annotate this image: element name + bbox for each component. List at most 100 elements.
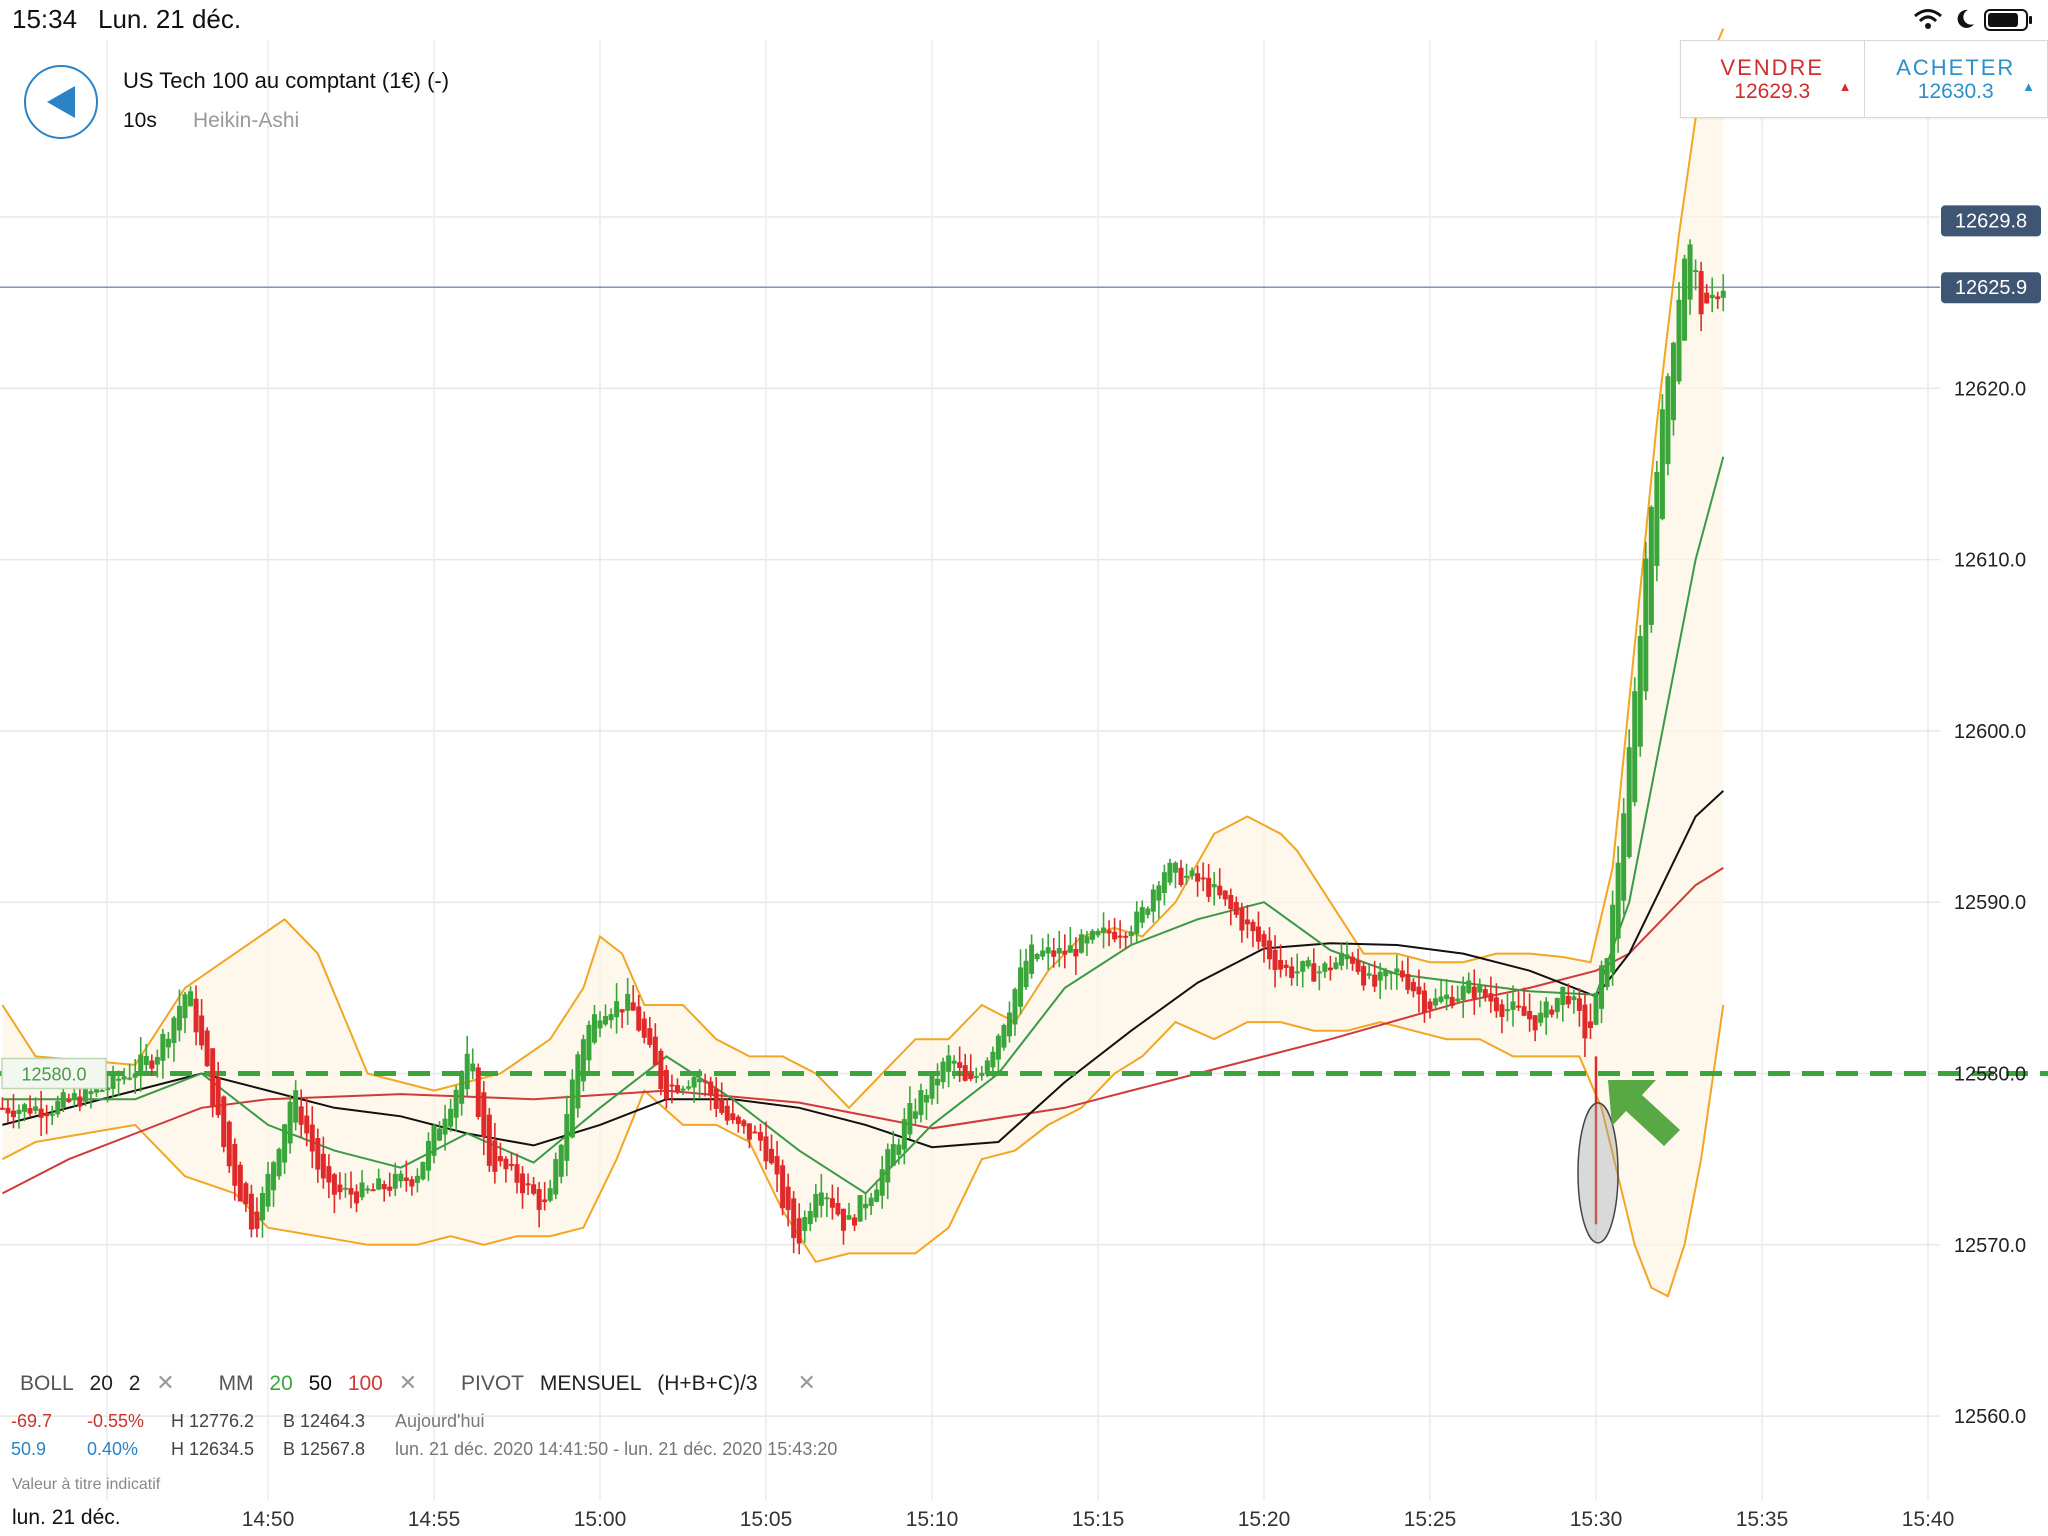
candle-body[interactable] (1709, 294, 1715, 299)
candle-body[interactable] (475, 1067, 481, 1117)
candle-body[interactable] (658, 1050, 664, 1090)
candle-body[interactable] (232, 1144, 238, 1186)
candle-body[interactable] (221, 1096, 227, 1148)
candle-body[interactable] (1222, 890, 1228, 900)
candle-body[interactable] (1344, 954, 1350, 960)
candle-body[interactable] (1670, 342, 1676, 421)
candle-body[interactable] (1272, 949, 1278, 971)
candle-body[interactable] (1283, 964, 1289, 968)
candle-body[interactable] (1621, 813, 1627, 901)
pivot-close-icon[interactable]: ✕ (797, 1370, 816, 1395)
candle-body[interactable] (243, 1183, 249, 1205)
candle-body[interactable] (1294, 971, 1300, 974)
candle-body[interactable] (497, 1156, 503, 1162)
candle-body[interactable] (580, 1039, 586, 1082)
candle-body[interactable] (1134, 911, 1140, 934)
candle-body[interactable] (1571, 996, 1577, 1001)
candle-body[interactable] (99, 1090, 105, 1093)
candle-body[interactable] (531, 1184, 537, 1194)
candle-body[interactable] (1427, 1001, 1433, 1010)
candle-body[interactable] (298, 1106, 304, 1125)
candle-body[interactable] (929, 1072, 935, 1099)
candle-body[interactable] (763, 1136, 769, 1162)
candle-body[interactable] (304, 1115, 310, 1134)
candle-body[interactable] (630, 1002, 636, 1011)
candle-body[interactable] (1322, 963, 1328, 972)
candle-body[interactable] (1394, 968, 1400, 973)
candle-body[interactable] (121, 1076, 127, 1080)
candle-body[interactable] (420, 1162, 426, 1180)
candle-body[interactable] (968, 1072, 974, 1080)
candle-body[interactable] (331, 1174, 337, 1195)
candle-body[interactable] (1488, 993, 1494, 1002)
candle-body[interactable] (796, 1218, 802, 1244)
candle-body[interactable] (713, 1088, 719, 1109)
candle-body[interactable] (1184, 875, 1190, 878)
candle-body[interactable] (1687, 244, 1693, 300)
candle-body[interactable] (1538, 1012, 1544, 1023)
candle-body[interactable] (437, 1128, 443, 1141)
candle-body[interactable] (802, 1217, 808, 1231)
candle-body[interactable] (1189, 870, 1195, 877)
candle-body[interactable] (1250, 921, 1256, 932)
candle-body[interactable] (951, 1060, 957, 1064)
candle-body[interactable] (1659, 409, 1665, 519)
candle-body[interactable] (1421, 990, 1427, 1013)
candle-body[interactable] (719, 1098, 725, 1113)
candle-body[interactable] (1073, 949, 1079, 957)
candle-body[interactable] (691, 1076, 697, 1088)
candle-body[interactable] (1471, 986, 1477, 999)
candle-body[interactable] (342, 1187, 348, 1190)
candle-body[interactable] (542, 1199, 548, 1203)
candle-body[interactable] (193, 998, 199, 1033)
candle-body[interactable] (674, 1085, 680, 1093)
candle-body[interactable] (641, 1018, 647, 1038)
candle-body[interactable] (807, 1211, 813, 1225)
candle-body[interactable] (315, 1138, 321, 1170)
candle-body[interactable] (569, 1079, 575, 1138)
candle-body[interactable] (365, 1188, 371, 1191)
candle-body[interactable] (1665, 376, 1671, 465)
candle-body[interactable] (508, 1163, 514, 1166)
candle-body[interactable] (708, 1081, 714, 1096)
candle-body[interactable] (1704, 292, 1710, 304)
candle-body[interactable] (326, 1166, 332, 1183)
candle-body[interactable] (359, 1182, 365, 1198)
candle-body[interactable] (1034, 953, 1040, 960)
candle-body[interactable] (248, 1193, 254, 1230)
candle-body[interactable] (409, 1179, 415, 1187)
candle-body[interactable] (1040, 950, 1046, 957)
candle-body[interactable] (1582, 1004, 1588, 1039)
candle-body[interactable] (907, 1103, 913, 1135)
back-button[interactable] (24, 65, 98, 139)
candle-body[interactable] (354, 1191, 360, 1204)
candle-body[interactable] (204, 1030, 210, 1067)
candle-body[interactable] (453, 1089, 459, 1118)
candle-body[interactable] (464, 1053, 470, 1090)
candle-body[interactable] (55, 1101, 61, 1115)
candle-body[interactable] (1698, 271, 1704, 315)
candle-body[interactable] (553, 1159, 559, 1195)
candle-body[interactable] (1366, 973, 1372, 976)
candle-body[interactable] (702, 1080, 708, 1083)
candle-body[interactable] (387, 1186, 393, 1191)
candle-body[interactable] (1101, 927, 1107, 934)
candle-body[interactable] (459, 1074, 465, 1104)
candle-body[interactable] (1289, 966, 1295, 979)
candle-body[interactable] (1449, 996, 1455, 1006)
candle-body[interactable] (1682, 258, 1688, 341)
candle-body[interactable] (1543, 1001, 1549, 1018)
candle-body[interactable] (757, 1132, 763, 1141)
candle-body[interactable] (1200, 877, 1206, 880)
candle-body[interactable] (77, 1096, 83, 1107)
candle-body[interactable] (746, 1123, 752, 1140)
candle-body[interactable] (486, 1114, 492, 1166)
candle-body[interactable] (398, 1173, 404, 1182)
candle-body[interactable] (536, 1189, 542, 1210)
candle-body[interactable] (143, 1056, 149, 1066)
candle-body[interactable] (105, 1087, 111, 1091)
candle-body[interactable] (1278, 959, 1284, 970)
chart-type-selector[interactable]: Heikin-Ashi (193, 109, 300, 132)
candle-body[interactable] (1267, 940, 1273, 960)
